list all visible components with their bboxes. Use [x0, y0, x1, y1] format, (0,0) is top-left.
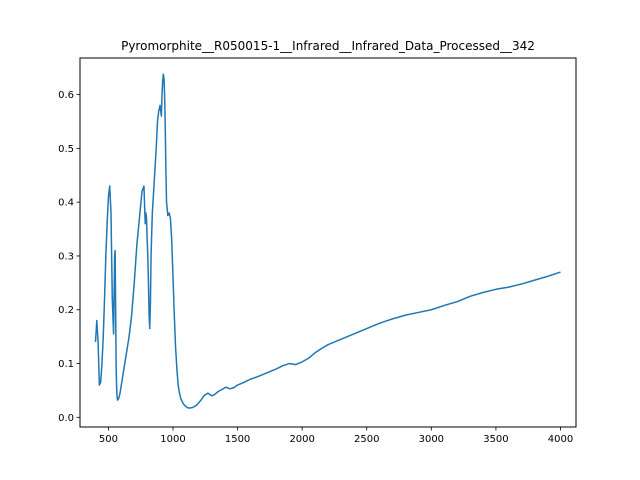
- x-tick-label: 2000: [289, 434, 314, 445]
- y-tick-label: 0.3: [58, 251, 74, 262]
- y-tick-label: 0.4: [58, 198, 74, 209]
- x-axis-ticks: 500 1000 1500 2000 2500 3000 3500 4000: [99, 427, 573, 445]
- x-tick-label: 3500: [483, 434, 508, 445]
- x-tick-label: 500: [99, 434, 118, 445]
- series-layer: [94, 73, 561, 409]
- y-tick-label: 0.0: [58, 413, 74, 424]
- chart-title: Pyromorphite__R050015-1__Infrared__Infra…: [121, 39, 535, 53]
- x-tick-label: 1500: [225, 434, 250, 445]
- y-tick-label: 0.1: [58, 359, 74, 370]
- y-tick-label: 0.5: [58, 144, 74, 155]
- plot-area-frame: [79, 57, 577, 428]
- y-axis-ticks: 0.0 0.1 0.2 0.3 0.4 0.5 0.6: [58, 90, 80, 424]
- y-tick-label: 0.6: [58, 90, 74, 101]
- series-line: [94, 73, 561, 409]
- x-tick-label: 2500: [354, 434, 379, 445]
- x-tick-label: 3000: [419, 434, 444, 445]
- y-tick-label: 0.2: [58, 305, 74, 316]
- x-tick-label: 4000: [548, 434, 573, 445]
- x-tick-label: 1000: [160, 434, 185, 445]
